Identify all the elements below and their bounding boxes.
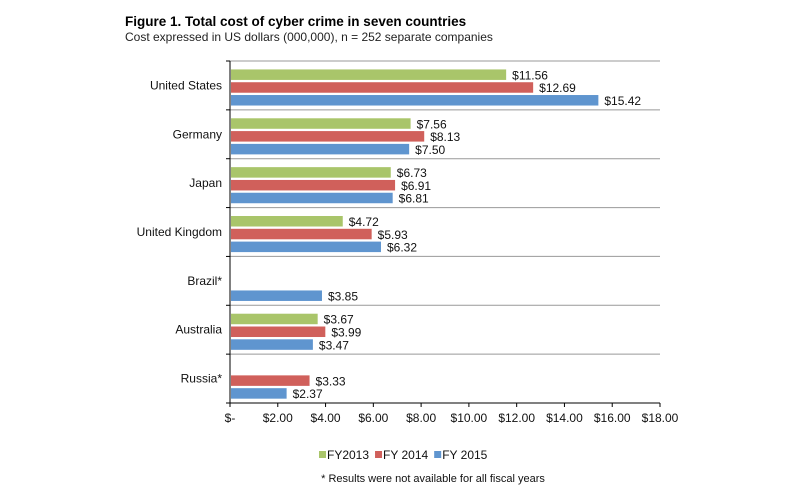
x-tick-label: $18.00: [642, 411, 679, 425]
data-label: $3.47: [319, 338, 349, 352]
bar-fy2015: [231, 95, 599, 106]
bar-fy2013: [231, 118, 411, 129]
category-label: Germany: [173, 127, 222, 141]
x-tick-label: $6.00: [358, 411, 388, 425]
bar-fy2015: [231, 388, 287, 399]
bar-fy2014: [231, 131, 425, 142]
x-tick-label: $16.00: [594, 411, 631, 425]
bar-fy2014: [231, 179, 396, 191]
legend-label: FY 2015: [442, 448, 487, 462]
data-label: $2.37: [293, 387, 323, 401]
x-tick-label: $12.00: [498, 411, 535, 425]
data-label: $11.56: [512, 68, 548, 82]
bar-fy2015: [231, 339, 313, 350]
data-label: $4.72: [349, 215, 379, 229]
legend-swatch: [319, 451, 326, 458]
x-tick-label: $2.00: [263, 411, 293, 425]
data-label: $3.67: [324, 313, 354, 327]
legend-label: FY2013: [327, 448, 369, 462]
bar-fy2015: [231, 241, 381, 253]
category-label: United States: [150, 78, 222, 92]
bar-fy2014: [231, 82, 534, 93]
legend-swatch: [375, 451, 383, 458]
data-label: $5.93: [378, 228, 408, 242]
bar-fy2013: [231, 167, 391, 178]
bar-fy2013: [231, 313, 318, 325]
bar-fy2015: [231, 143, 410, 155]
footnote: * Results were not available for all fis…: [321, 473, 545, 485]
data-label: $6.73: [397, 166, 427, 180]
legend-label: FY 2014: [383, 448, 428, 462]
x-tick-label: $-: [225, 411, 236, 425]
data-label: $8.13: [430, 130, 460, 144]
data-label: $6.91: [401, 179, 431, 193]
data-label: $12.69: [539, 81, 576, 95]
bar-fy2014: [231, 228, 372, 240]
bar-fy2013: [231, 216, 343, 227]
x-tick-label: $8.00: [406, 411, 436, 425]
x-tick-label: $4.00: [311, 411, 341, 425]
category-label: Australia: [175, 323, 222, 337]
category-label: Russia*: [181, 372, 223, 386]
bar-fy2014: [231, 326, 326, 338]
category-label: Brazil*: [187, 274, 222, 288]
data-label: $15.42: [604, 94, 641, 108]
x-tick-label: $14.00: [546, 411, 583, 425]
category-label: Japan: [189, 176, 222, 190]
data-label: $7.56: [417, 117, 447, 131]
bar-fy2014: [231, 375, 310, 386]
chart-title: Figure 1. Total cost of cyber crime in s…: [125, 14, 467, 29]
data-label: $3.99: [331, 326, 361, 340]
data-label: $3.85: [328, 289, 358, 303]
bar-fy2015: [231, 290, 322, 301]
x-tick-label: $10.00: [451, 411, 488, 425]
data-label: $3.33: [316, 374, 346, 388]
legend-swatch: [434, 451, 442, 458]
bar-fy2013: [231, 69, 507, 80]
chart-subtitle: Cost expressed in US dollars (000,000), …: [125, 30, 493, 44]
bar-fy2015: [231, 192, 393, 204]
data-label: $6.32: [387, 241, 417, 255]
category-label: United Kingdom: [137, 225, 222, 239]
data-label: $6.81: [399, 192, 429, 206]
data-label: $7.50: [415, 143, 445, 157]
